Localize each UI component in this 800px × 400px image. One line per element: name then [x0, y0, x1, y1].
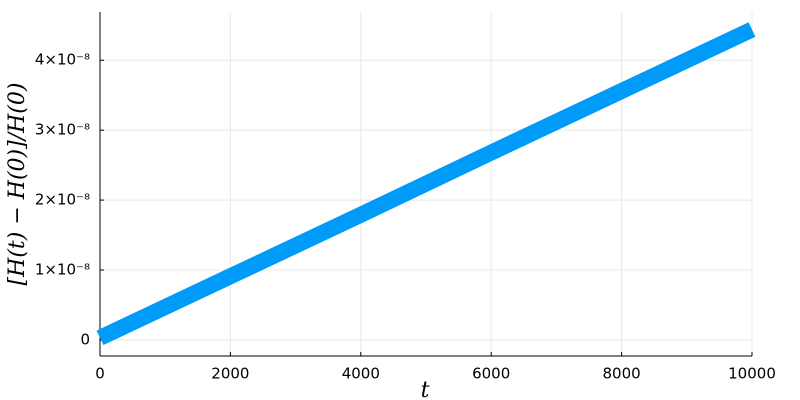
x-tick-label: 10000: [728, 365, 776, 383]
x-tick-label: 0: [95, 365, 105, 383]
y-axis-label: [H(t) − H(0)]/H(0): [5, 83, 30, 286]
x-tick-label: 6000: [472, 365, 510, 383]
y-tick-label: 4×10⁻⁸: [35, 51, 90, 69]
y-tick-label: 2×10⁻⁸: [35, 191, 90, 209]
x-axis-label: t: [421, 378, 430, 400]
x-tick-label: 8000: [603, 365, 641, 383]
y-tick-label: 3×10⁻⁸: [35, 121, 90, 139]
x-tick-label: 2000: [211, 365, 249, 383]
y-tick-label: 0: [80, 330, 90, 348]
y-tick-label: 1×10⁻⁸: [35, 261, 90, 279]
data-line: [96, 22, 756, 346]
x-tick-label: 4000: [342, 365, 380, 383]
